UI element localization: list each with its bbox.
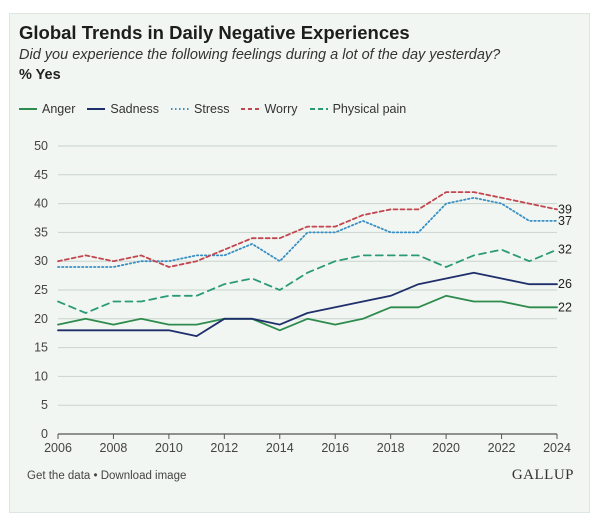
legend-label: Stress <box>194 102 230 116</box>
x-tick-label: 2008 <box>100 441 128 455</box>
footer-links[interactable]: Get the data • Download image <box>27 470 187 482</box>
chart-card <box>9 13 590 513</box>
legend-swatch <box>87 108 106 110</box>
legend-item-sadness: Sadness <box>87 102 159 116</box>
y-tick-label: 35 <box>34 225 48 239</box>
legend-swatch <box>241 108 260 110</box>
legend-item-worry: Worry <box>241 102 298 116</box>
chart-legend: Anger Sadness Stress Worry Physical pain <box>19 102 406 116</box>
legend-item-physical-pain: Physical pain <box>309 102 407 116</box>
legend-label: Physical pain <box>332 102 407 116</box>
legend-item-stress: Stress <box>171 102 229 116</box>
legend-swatch <box>19 108 37 110</box>
x-tick-label: 2006 <box>44 441 72 455</box>
chart-title: Global Trends in Daily Negative Experien… <box>19 22 410 43</box>
x-tick-label: 2024 <box>543 441 571 455</box>
y-tick-label: 0 <box>41 427 48 441</box>
series-line-sadness <box>57 271 558 338</box>
end-label-anger: 22 <box>558 300 572 314</box>
series-line-worry <box>57 191 558 268</box>
series-line-anger <box>57 294 558 332</box>
x-tick-label: 2018 <box>377 441 405 455</box>
legend-swatch <box>171 108 190 110</box>
y-tick-label: 20 <box>34 312 48 326</box>
y-axis-unit-label: % Yes <box>19 67 61 83</box>
legend-swatch <box>309 108 328 110</box>
y-tick-label: 10 <box>34 369 48 383</box>
series-line-physical-pain <box>57 248 558 314</box>
series-line-stress <box>57 196 558 268</box>
x-tick-label: 2010 <box>155 441 183 455</box>
x-tick-label: 2014 <box>266 441 294 455</box>
legend-label: Sadness <box>110 102 160 116</box>
end-label-worry: 39 <box>558 202 572 216</box>
x-tick-label: 2022 <box>488 441 516 455</box>
y-tick-label: 15 <box>34 341 48 355</box>
legend-label: Anger <box>42 102 76 116</box>
end-label-stress: 37 <box>558 214 572 228</box>
y-tick-label: 40 <box>34 197 48 211</box>
end-label-sadness: 26 <box>558 277 572 291</box>
y-tick-label: 5 <box>41 398 48 412</box>
gallup-logo: GALLUP <box>511 467 574 483</box>
x-tick-label: 2016 <box>321 441 349 455</box>
y-tick-label: 30 <box>34 254 48 268</box>
legend-label: Worry <box>264 102 298 116</box>
chart-subtitle: Did you experience the following feeling… <box>19 47 501 63</box>
y-tick-label: 45 <box>34 168 48 182</box>
end-label-physical-pain: 32 <box>558 243 572 257</box>
x-tick-label: 2020 <box>432 441 460 455</box>
x-tick-label: 2012 <box>210 441 238 455</box>
y-tick-label: 25 <box>34 283 48 297</box>
y-tick-label: 50 <box>34 139 48 153</box>
legend-item-anger: Anger <box>19 102 75 116</box>
